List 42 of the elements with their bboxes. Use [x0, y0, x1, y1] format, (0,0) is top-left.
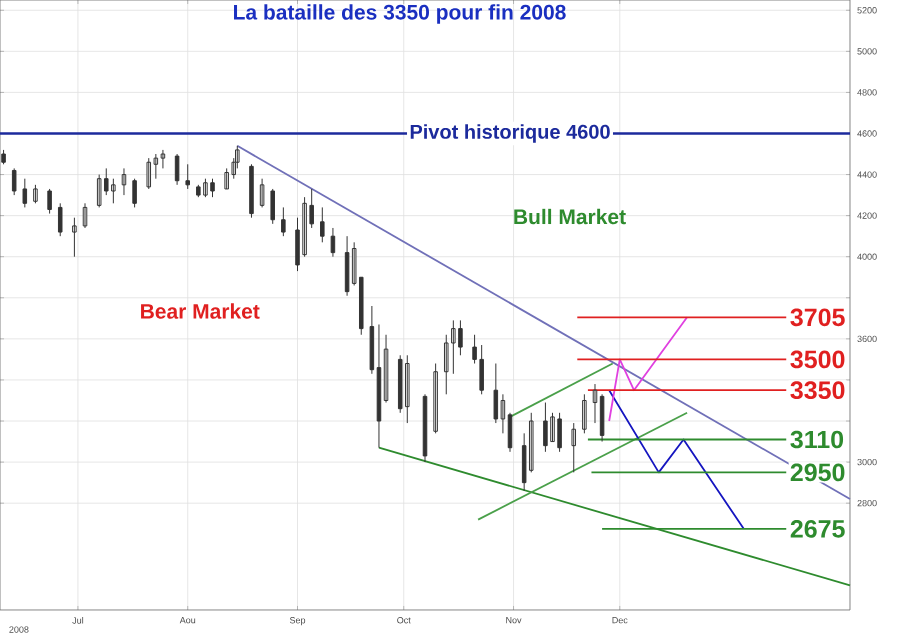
candlestick — [72, 217, 77, 258]
candlestick — [210, 178, 215, 198]
annotation: 2675 — [790, 520, 845, 538]
candlestick — [330, 227, 336, 258]
candlestick — [196, 184, 201, 198]
annotation: Bear Market — [141, 303, 260, 319]
candlestick — [11, 167, 17, 196]
annotation: 3705 — [790, 308, 845, 327]
candlestick — [22, 178, 28, 208]
candlestick — [33, 184, 38, 204]
candlestick — [281, 206, 286, 237]
chart-title: La bataille des 3350 pour fin 2008 — [234, 4, 566, 24]
candlestick — [146, 157, 152, 190]
line-series — [608, 316, 688, 422]
candlestick — [249, 163, 254, 219]
candlestick — [1, 149, 6, 165]
candlestick — [185, 163, 190, 190]
candlestick — [47, 188, 52, 215]
candlestick — [582, 393, 587, 434]
candlestick — [174, 153, 180, 186]
annotation: 3110 — [790, 430, 844, 449]
candlestick — [557, 412, 562, 453]
annotation: Bull Market — [514, 208, 626, 225]
annotation: 2950 — [790, 463, 845, 482]
candlestick — [344, 235, 350, 297]
candlestick — [571, 422, 577, 473]
candlestick — [96, 174, 102, 208]
candlestick — [270, 188, 275, 225]
annotation: 3350 — [790, 381, 845, 400]
candlestick — [405, 354, 410, 424]
ref-line-label: Pivot historique 4600 — [410, 124, 610, 143]
candlestick — [121, 167, 127, 196]
candlestick — [320, 206, 325, 243]
candlestick — [433, 363, 438, 434]
candlestick — [82, 202, 88, 229]
candlestick — [203, 178, 208, 198]
candlestick — [132, 178, 137, 208]
annotation: 3500 — [790, 350, 845, 369]
candlestick — [259, 178, 265, 208]
candlestick — [543, 402, 548, 453]
candlestick — [57, 202, 63, 237]
line-series — [608, 389, 745, 530]
